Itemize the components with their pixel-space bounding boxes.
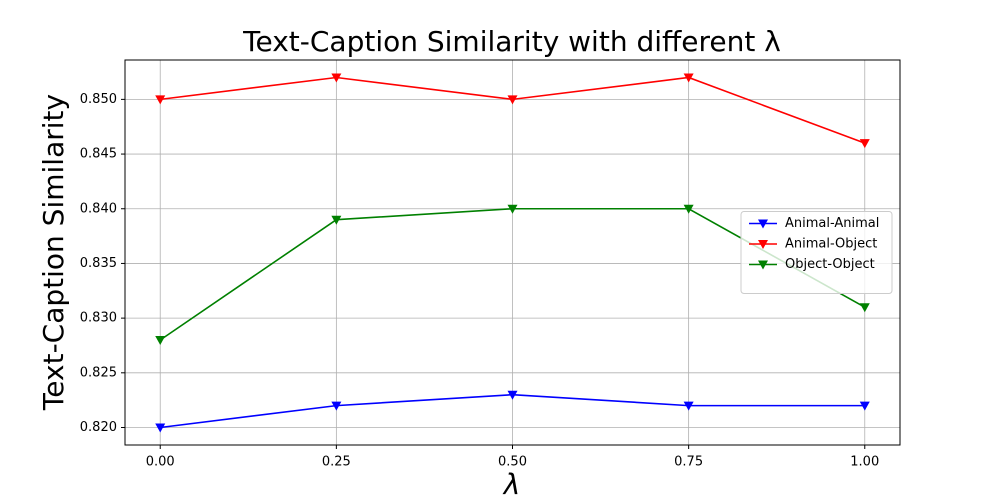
legend-label: Object-Object [785, 257, 875, 272]
legend-marker [758, 219, 768, 229]
x-axis-label: λ [502, 468, 521, 500]
x-tick-label: 0.75 [674, 455, 703, 470]
data-point [859, 139, 870, 149]
x-tick-label: 1.00 [850, 455, 879, 470]
y-tick-label: 0.830 [80, 311, 117, 326]
x-tick-label: 0.50 [498, 455, 527, 470]
legend-box [740, 211, 893, 294]
data-point [683, 73, 694, 83]
legend: Animal-Animal Animal-Object Object-Object [740, 211, 893, 294]
y-tick-label: 0.850 [80, 92, 117, 107]
y-tick-label: 0.825 [80, 365, 117, 380]
data-point [507, 390, 518, 400]
data-point [507, 95, 518, 105]
y-tick-label: 0.820 [80, 420, 117, 435]
y-tick-label: 0.840 [80, 201, 117, 216]
data-point [683, 204, 694, 214]
y-axis-label: Text-Caption Similarity [37, 94, 70, 411]
legend-label: Animal-Object [785, 237, 877, 252]
x-tick-label: 0.00 [146, 455, 175, 470]
data-point [155, 336, 166, 345]
chart-title: Text-Caption Similarity with different λ [242, 25, 781, 58]
data-point [331, 215, 342, 225]
data-point [859, 401, 870, 411]
data-point [683, 401, 694, 411]
y-tick-label: 0.845 [80, 147, 117, 162]
data-point [331, 401, 342, 411]
legend-marker [758, 240, 768, 249]
x-tick-label: 0.25 [322, 455, 351, 470]
data-point [155, 95, 166, 105]
data-point [155, 423, 166, 433]
y-tick-label: 0.835 [80, 256, 117, 271]
data-point [507, 204, 518, 214]
data-point [331, 73, 342, 83]
legend-marker [758, 260, 768, 270]
legend-label: Animal-Animal [785, 216, 879, 231]
data-point [859, 303, 870, 313]
plot-frame [124, 59, 901, 446]
